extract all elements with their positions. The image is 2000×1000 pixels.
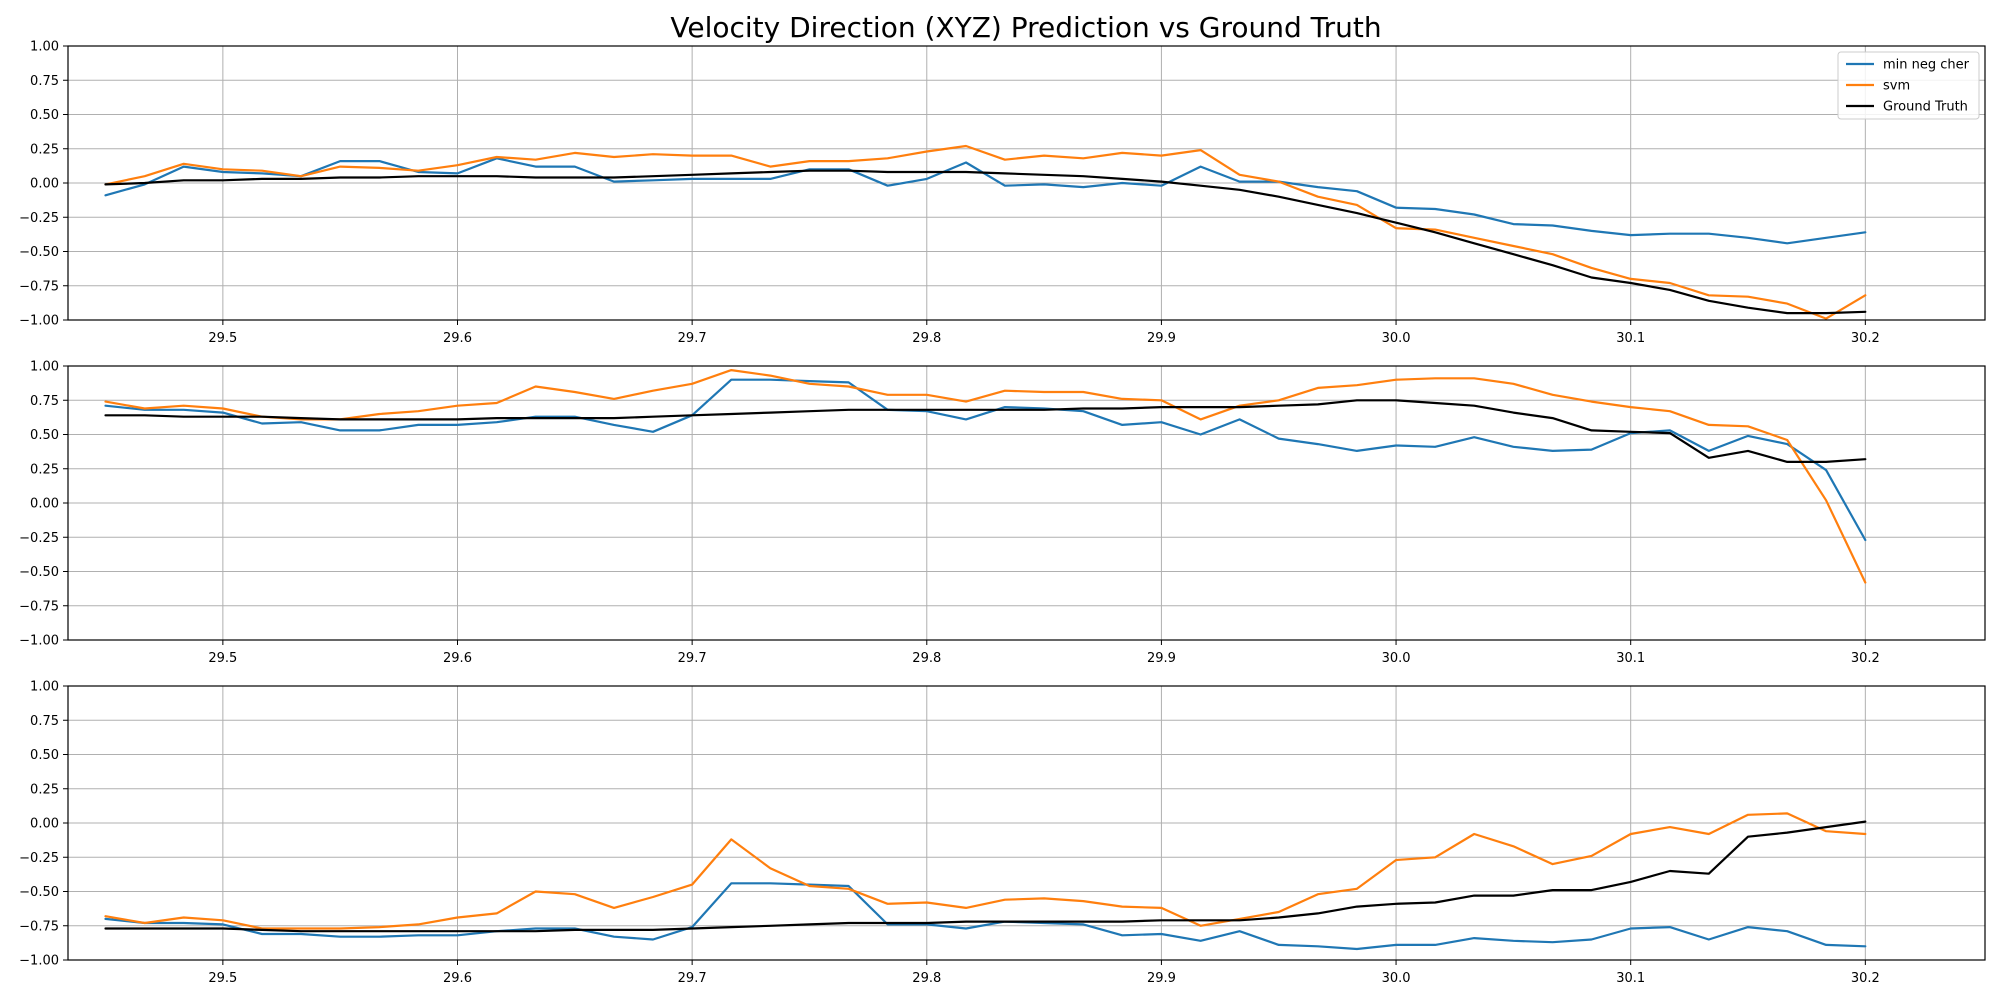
series-line-svm xyxy=(104,144,1867,320)
subplot-2: 29.5 29.6 29.7 29.8 29.9 30.0 30.1 30.2 1.00 0.75… xyxy=(19,360,1986,666)
y-tick-label: 0.25 xyxy=(30,142,59,157)
y-tick-label: 1.00 xyxy=(30,360,59,375)
x-tick-label: 30.0 xyxy=(1382,331,1411,346)
subplot-1: 29.5 29.6 29.7 29.8 29.9 30.0 30.1 30.2 1.00 0.75… xyxy=(19,40,1986,346)
legend: min neg cher svm Ground Truth xyxy=(1837,51,1980,120)
y-tick-label: −0.75 xyxy=(19,919,59,934)
y-tick-label: 0.25 xyxy=(30,462,59,477)
x-tick-label: 30.1 xyxy=(1616,331,1645,346)
y-tick-label: 0.75 xyxy=(30,74,59,89)
y-tick-label: 0.00 xyxy=(30,497,59,512)
series-line-min-neg-cher xyxy=(104,378,1867,542)
series-line-svm xyxy=(104,369,1867,584)
x-tick-label: 30.0 xyxy=(1382,651,1411,666)
x-tick-label: 29.7 xyxy=(678,971,707,986)
x-tick-label: 29.9 xyxy=(1147,331,1176,346)
x-tick-label: 29.7 xyxy=(678,331,707,346)
x-tick-label: 29.6 xyxy=(443,651,472,666)
x-tick-label: 29.8 xyxy=(912,971,941,986)
x-tick-label: 29.5 xyxy=(208,651,237,666)
chart-title: Velocity Direction (XYZ) Prediction vs G… xyxy=(670,11,1381,44)
x-tick-label: 30.2 xyxy=(1851,331,1880,346)
y-tick-label: −1.00 xyxy=(19,954,59,969)
y-tick-label: −0.25 xyxy=(19,531,59,546)
x-tick-label: 30.1 xyxy=(1616,971,1645,986)
x-tick-label: 29.9 xyxy=(1147,651,1176,666)
y-tick-label: 0.50 xyxy=(30,108,59,123)
x-tick-label: 29.6 xyxy=(443,331,472,346)
x-tick-label: 29.5 xyxy=(208,331,237,346)
series-line-svm xyxy=(104,812,1867,930)
y-tick-label: 0.50 xyxy=(30,428,59,443)
x-tick-label: 29.7 xyxy=(678,651,707,666)
y-tick-label: −0.50 xyxy=(19,565,59,580)
series-line-ground-truth xyxy=(104,399,1867,463)
y-tick-label: 0.75 xyxy=(30,394,59,409)
y-tick-label: −1.00 xyxy=(19,634,59,649)
series-line-min-neg-cher xyxy=(104,157,1867,245)
y-tick-label: −0.25 xyxy=(19,211,59,226)
x-tick-label: 29.5 xyxy=(208,971,237,986)
y-tick-label: 0.25 xyxy=(30,782,59,797)
legend-label: svm xyxy=(1883,79,1910,94)
series-line-min-neg-cher xyxy=(104,882,1867,951)
y-tick-label: −0.50 xyxy=(19,885,59,900)
x-tick-label: 29.9 xyxy=(1147,971,1176,986)
y-tick-label: 0.00 xyxy=(30,817,59,832)
y-tick-label: −1.00 xyxy=(19,314,59,329)
y-tick-label: −0.25 xyxy=(19,851,59,866)
x-tick-label: 29.8 xyxy=(912,331,941,346)
subplot-3: 29.5 29.6 29.7 29.8 29.9 30.0 30.1 30.2 1.00 0.75… xyxy=(19,680,1986,986)
y-tick-label: 0.00 xyxy=(30,177,59,192)
y-tick-label: −0.50 xyxy=(19,245,59,260)
legend-label: Ground Truth xyxy=(1883,100,1968,115)
x-tick-label: 30.1 xyxy=(1616,651,1645,666)
legend-box xyxy=(1837,51,1980,120)
y-tick-label: 1.00 xyxy=(30,680,59,695)
y-tick-label: −0.75 xyxy=(19,279,59,294)
x-tick-label: 30.2 xyxy=(1851,971,1880,986)
y-tick-label: 0.75 xyxy=(30,714,59,729)
y-tick-label: 0.50 xyxy=(30,748,59,763)
series-line-ground-truth xyxy=(104,820,1867,933)
x-tick-label: 30.2 xyxy=(1851,651,1880,666)
legend-label: min neg cher xyxy=(1883,58,1970,73)
x-tick-label: 30.0 xyxy=(1382,971,1411,986)
x-tick-label: 29.6 xyxy=(443,971,472,986)
series-line-ground-truth xyxy=(104,169,1867,315)
y-tick-label: 1.00 xyxy=(30,40,59,55)
y-tick-label: −0.75 xyxy=(19,599,59,614)
x-tick-label: 29.8 xyxy=(912,651,941,666)
